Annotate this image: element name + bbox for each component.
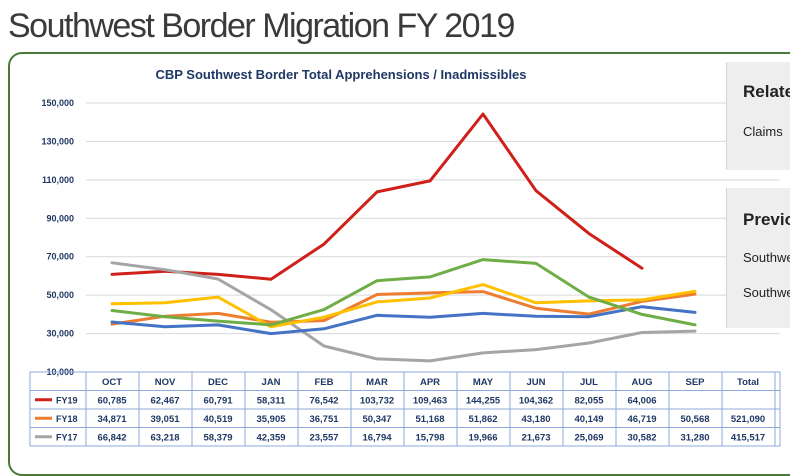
- data-label: 15,798: [415, 432, 444, 443]
- related-claims-link[interactable]: Claims: [743, 124, 783, 139]
- total-label: 415,517: [731, 432, 765, 443]
- data-label: 23,557: [309, 432, 338, 443]
- y-tick-label: 90,000: [46, 213, 74, 223]
- data-label: 144,255: [466, 395, 501, 406]
- data-label: 39,051: [150, 414, 180, 425]
- data-label: 64,006: [627, 395, 656, 406]
- data-label: 40,149: [574, 414, 603, 425]
- data-label: 76,542: [309, 395, 338, 406]
- x-tick-label: JAN: [261, 377, 280, 388]
- data-label: 60,785: [97, 395, 127, 406]
- data-label: 62,467: [150, 395, 179, 406]
- x-tick-label: DEC: [208, 377, 228, 388]
- x-tick-label: OCT: [102, 377, 122, 388]
- x-tick-label: NOV: [155, 377, 176, 388]
- y-tick-label: 30,000: [46, 329, 74, 339]
- y-tick-label: 70,000: [46, 252, 74, 262]
- previous-panel: Previo Southwe Southwe: [726, 188, 790, 328]
- data-label: 58,311: [257, 395, 286, 406]
- x-tick-label: JUN: [526, 377, 545, 388]
- x-tick-label: JUL: [580, 377, 598, 388]
- y-tick-label: 50,000: [46, 290, 74, 300]
- x-tick-label: MAY: [473, 377, 494, 388]
- data-label: 66,842: [97, 432, 126, 443]
- data-label: 63,218: [150, 432, 179, 443]
- chart-frame: CBP Southwest Border Total Apprehensions…: [8, 52, 790, 476]
- data-label: 35,905: [256, 414, 286, 425]
- data-label: 50,568: [680, 414, 709, 425]
- data-label: 16,794: [362, 432, 392, 443]
- legend-label: FY18: [56, 414, 78, 424]
- series-line-fy14: [110, 258, 697, 327]
- apprehensions-chart: CBP Southwest Border Total Apprehensions…: [29, 67, 781, 447]
- data-label: 82,055: [574, 395, 604, 406]
- x-tick-label: SEP: [685, 377, 705, 388]
- y-tick-label: 110,000: [42, 175, 74, 185]
- data-label: 30,582: [627, 432, 656, 443]
- related-panel: Relate Claims: [726, 62, 790, 170]
- y-tick-label: 130,000: [41, 136, 74, 146]
- legend-label: FY19: [56, 395, 78, 405]
- data-label: 31,280: [680, 432, 709, 443]
- data-label: 34,871: [97, 414, 127, 425]
- data-label: 104,362: [519, 395, 553, 406]
- data-label: 42,359: [256, 432, 285, 443]
- data-label: 109,463: [413, 395, 447, 406]
- x-tick-label: AUG: [631, 377, 652, 388]
- data-label: 25,069: [574, 432, 603, 443]
- previous-link-1[interactable]: Southwe: [743, 250, 790, 265]
- data-label: 60,791: [203, 395, 233, 406]
- data-label: 51,168: [415, 414, 444, 425]
- data-label: 21,673: [521, 432, 550, 443]
- data-label: 46,719: [627, 414, 656, 425]
- page-title: Southwest Border Migration FY 2019: [8, 7, 515, 45]
- total-label: 521,090: [731, 414, 765, 425]
- x-tick-label: FEB: [315, 377, 334, 388]
- data-label: 36,751: [309, 414, 339, 425]
- legend-label: FY17: [56, 432, 78, 442]
- series-line-fy17: [110, 261, 697, 363]
- x-tick-label: APR: [420, 377, 440, 388]
- x-tick-label: MAR: [366, 377, 388, 388]
- total-column-header: Total: [737, 377, 759, 388]
- data-label: 50,347: [362, 414, 391, 425]
- previous-heading: Previo: [743, 210, 790, 229]
- series-line-fy18: [110, 290, 697, 326]
- previous-link-2[interactable]: Southwe: [743, 285, 790, 300]
- related-heading: Relate: [743, 82, 790, 101]
- chart-title: CBP Southwest Border Total Apprehensions…: [155, 67, 526, 82]
- data-label: 19,966: [468, 432, 497, 443]
- y-tick-label: 150,000: [41, 98, 74, 108]
- series-line-fy15: [110, 305, 697, 336]
- data-label: 51,862: [468, 414, 497, 425]
- data-label: 43,180: [521, 414, 550, 425]
- data-label: 58,379: [203, 432, 232, 443]
- data-label: 103,732: [360, 395, 394, 406]
- data-label: 40,519: [203, 414, 232, 425]
- series-line-fy19: [110, 112, 644, 281]
